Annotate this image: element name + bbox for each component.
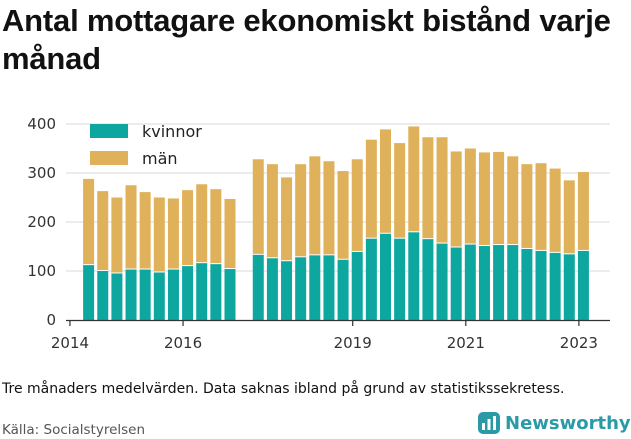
bar-kvinnor — [535, 250, 547, 320]
bar-kvinnor — [111, 272, 123, 320]
bar-kvinnor — [450, 246, 462, 320]
y-tick-label: 0 — [46, 311, 56, 329]
bar-groups — [83, 126, 589, 320]
x-tick-label: 2014 — [51, 334, 89, 352]
legend-label: män — [142, 149, 178, 168]
bar-kvinnor — [380, 233, 392, 320]
bar-man — [450, 151, 462, 247]
bar-kvinnor — [182, 265, 194, 320]
bar-man — [224, 198, 236, 269]
bar-kvinnor — [196, 262, 208, 320]
bar-man — [139, 192, 151, 270]
bar-man — [351, 159, 363, 252]
bar-kvinnor — [408, 231, 420, 320]
bar-chart: 0 100 200 300 400 2014 2016 2019 2021 2023 kvinno… — [27, 115, 610, 352]
bar-kvinnor — [464, 244, 476, 320]
bar-kvinnor — [365, 238, 377, 320]
bar-man — [97, 191, 109, 271]
bar-man — [309, 156, 321, 255]
bar-kvinnor — [210, 263, 222, 320]
y-tick-label: 100 — [27, 262, 56, 280]
bar-kvinnor — [478, 245, 490, 320]
bar-man — [464, 148, 476, 245]
bar-man — [196, 184, 208, 263]
bar-man — [266, 164, 278, 258]
bar-kvinnor — [337, 259, 349, 320]
bar-kvinnor — [323, 254, 335, 320]
y-tick-label: 300 — [27, 164, 56, 182]
bar-man — [295, 164, 307, 257]
legend-label: kvinnor — [142, 122, 202, 141]
bar-man — [408, 126, 420, 232]
bar-man — [365, 139, 377, 239]
bar-man — [422, 137, 434, 239]
bar-chart-icon — [478, 412, 500, 434]
bar-man — [577, 172, 589, 251]
y-tick-label: 200 — [27, 213, 56, 231]
bar-man — [535, 163, 547, 251]
bar-kvinnor — [281, 260, 293, 320]
bar-man — [281, 177, 293, 261]
bar-man — [83, 178, 95, 265]
legend-swatch — [90, 124, 128, 138]
bar-man — [125, 185, 137, 270]
bar-man — [167, 198, 179, 270]
bar-kvinnor — [309, 254, 321, 320]
bar-man — [521, 164, 533, 249]
source-text: Källa: Socialstyrelsen — [2, 422, 146, 438]
bar-kvinnor — [252, 254, 264, 320]
bar-kvinnor — [125, 269, 137, 320]
x-tick-label: 2021 — [447, 334, 485, 352]
bar-man — [436, 137, 448, 244]
x-tick-label: 2019 — [334, 334, 372, 352]
bar-man — [182, 190, 194, 266]
bar-kvinnor — [351, 251, 363, 320]
bar-kvinnor — [493, 244, 505, 320]
bar-kvinnor — [394, 238, 406, 320]
bar-man — [210, 189, 222, 264]
bar-man — [507, 156, 519, 245]
bar-man — [478, 152, 490, 246]
axes: 0 100 200 300 400 2014 2016 2019 2021 2023 — [27, 115, 610, 352]
bar-kvinnor — [521, 248, 533, 320]
x-tick-label: 2023 — [560, 334, 598, 352]
legend-swatch — [90, 151, 128, 165]
bar-kvinnor — [577, 250, 589, 320]
logo-text: Newsworthy — [505, 412, 631, 434]
bar-kvinnor — [167, 269, 179, 320]
chart-note: Tre månaders medelvärden. Data saknas ib… — [2, 381, 565, 397]
bar-man — [549, 168, 561, 253]
bar-kvinnor — [266, 257, 278, 320]
bar-man — [493, 151, 505, 245]
bar-man — [111, 197, 123, 273]
newsworthy-logo[interactable]: Newsworthy — [477, 409, 631, 437]
bar-kvinnor — [422, 238, 434, 320]
bar-kvinnor — [153, 271, 165, 320]
legend: kvinnor män — [90, 122, 202, 168]
bar-man — [252, 159, 264, 255]
bar-man — [380, 129, 392, 234]
y-tick-label: 400 — [27, 115, 56, 133]
bar-kvinnor — [97, 270, 109, 320]
chart-title: Antal mottagare ekonomiskt bistånd varje… — [2, 3, 611, 76]
bar-kvinnor — [507, 244, 519, 320]
bar-kvinnor — [295, 256, 307, 320]
x-tick-label: 2016 — [164, 334, 202, 352]
bar-kvinnor — [224, 268, 236, 320]
bar-man — [153, 197, 165, 272]
bar-kvinnor — [436, 243, 448, 320]
bar-kvinnor — [83, 264, 95, 320]
bar-kvinnor — [549, 252, 561, 320]
bar-man — [563, 180, 575, 254]
bar-man — [337, 171, 349, 260]
bar-man — [394, 143, 406, 239]
bar-kvinnor — [563, 253, 575, 320]
bar-man — [323, 161, 335, 255]
bar-kvinnor — [139, 269, 151, 320]
